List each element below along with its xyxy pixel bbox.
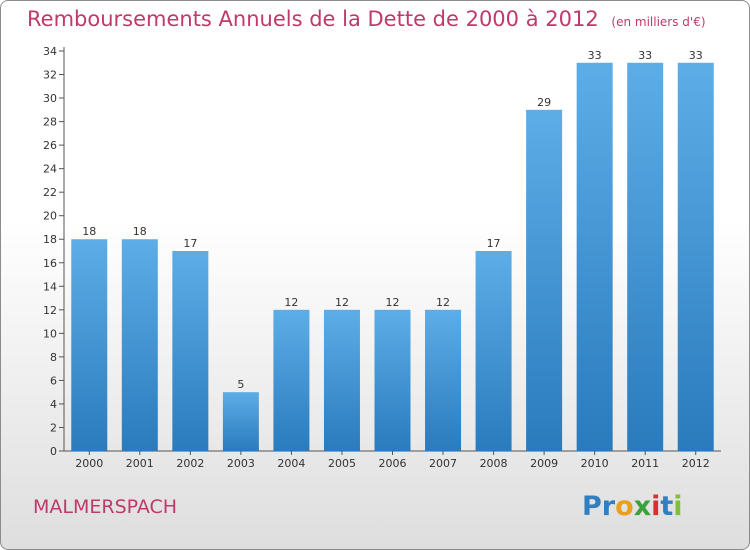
bar-value-label: 12 [284, 296, 298, 309]
y-tick-label: 18 [43, 233, 57, 246]
y-tick-label: 28 [43, 116, 57, 129]
bar-value-label: 17 [487, 237, 501, 250]
logo-letter: i [673, 491, 683, 522]
chart-title-text: Remboursements Annuels de la Dette de 20… [27, 7, 599, 31]
y-tick-label: 4 [50, 398, 57, 411]
bar-value-label: 5 [237, 378, 244, 391]
bar [526, 109, 563, 451]
bar [677, 62, 714, 451]
bar-value-label: 17 [183, 237, 197, 250]
x-tick-label: 2009 [530, 457, 558, 470]
y-tick-label: 2 [50, 421, 57, 434]
y-tick-label: 16 [43, 257, 57, 270]
bar-value-label: 12 [386, 296, 400, 309]
proxiti-logo: Proxiti [582, 491, 683, 522]
bar [627, 62, 664, 451]
x-tick-label: 2011 [631, 457, 659, 470]
bar [172, 251, 209, 451]
bar [121, 239, 158, 451]
x-tick-label: 2007 [429, 457, 457, 470]
x-tick-label: 2008 [480, 457, 508, 470]
x-tick-label: 2012 [682, 457, 710, 470]
bar-value-label: 33 [588, 49, 602, 62]
bar-value-label: 18 [133, 225, 147, 238]
y-tick-label: 12 [43, 304, 57, 317]
y-tick-label: 22 [43, 186, 57, 199]
bar-value-label: 29 [537, 96, 551, 109]
bar-value-label: 12 [436, 296, 450, 309]
x-tick-label: 2004 [277, 457, 305, 470]
logo-letter: x [633, 491, 652, 522]
x-tick-label: 2006 [379, 457, 407, 470]
x-tick-label: 2002 [176, 457, 204, 470]
y-tick-label: 14 [43, 280, 57, 293]
y-tick-label: 10 [43, 327, 57, 340]
logo-letter: P [582, 491, 602, 522]
bar [323, 309, 360, 451]
y-tick-label: 24 [43, 163, 57, 176]
y-tick-label: 34 [43, 45, 57, 58]
bar-value-label: 33 [638, 49, 652, 62]
y-tick-label: 20 [43, 210, 57, 223]
x-tick-label: 2003 [227, 457, 255, 470]
logo-letter: i [651, 491, 661, 522]
x-tick-label: 2001 [126, 457, 154, 470]
y-tick-label: 6 [50, 374, 57, 387]
logo-letter: r [601, 491, 616, 522]
x-tick-label: 2010 [581, 457, 609, 470]
bar-value-label: 33 [689, 49, 703, 62]
logo-letter: o [615, 491, 634, 522]
y-tick-label: 0 [50, 445, 57, 458]
bar [273, 309, 310, 451]
y-tick-label: 32 [43, 69, 57, 82]
y-tick-label: 30 [43, 92, 57, 105]
bar [475, 251, 512, 451]
bar-value-label: 18 [82, 225, 96, 238]
bar [222, 392, 259, 451]
chart-title: Remboursements Annuels de la Dette de 20… [27, 7, 706, 31]
town-name: MALMERSPACH [33, 496, 178, 518]
y-tick-label: 8 [50, 351, 57, 364]
bar [576, 62, 613, 451]
bar [71, 239, 108, 451]
y-tick-label: 26 [43, 139, 57, 152]
bar [374, 309, 411, 451]
x-tick-label: 2005 [328, 457, 356, 470]
bar-value-label: 12 [335, 296, 349, 309]
bar [425, 309, 462, 451]
chart-subtitle: (en milliers d'€) [611, 15, 706, 29]
x-tick-label: 2000 [75, 457, 103, 470]
logo-letter: t [660, 491, 674, 522]
